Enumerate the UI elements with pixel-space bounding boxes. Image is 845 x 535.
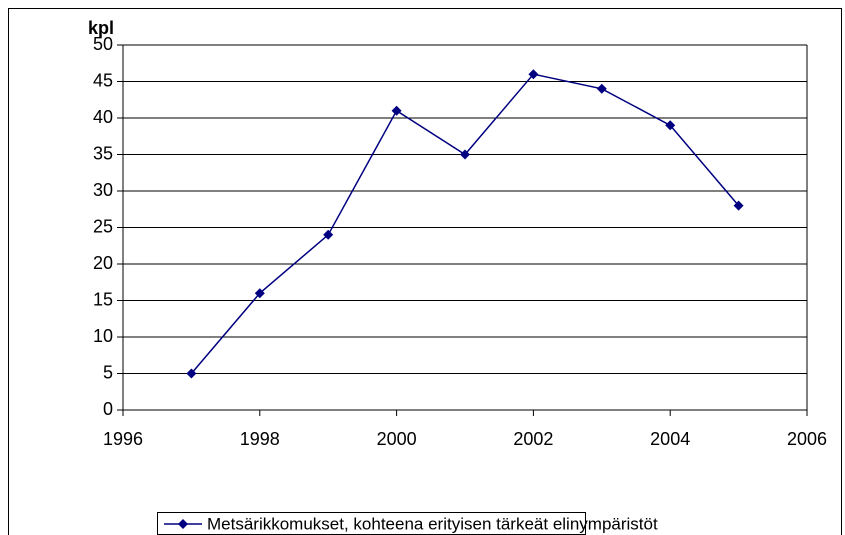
x-tick-label: 1998 [240, 429, 280, 449]
data-point [391, 105, 402, 116]
data-point [323, 229, 334, 240]
data-point [528, 69, 539, 80]
data-point [596, 83, 607, 94]
y-tick-label: 25 [93, 216, 113, 236]
series-line [190, 73, 740, 374]
data-point [665, 120, 676, 131]
x-tick-label: 2002 [513, 429, 553, 449]
y-tick-label: 15 [93, 289, 113, 309]
x-tick-label: 2000 [377, 429, 417, 449]
y-tick-label: 5 [103, 362, 113, 382]
y-tick-label: 40 [93, 107, 113, 127]
data-point [254, 288, 265, 299]
y-tick-label: 0 [103, 399, 113, 419]
x-tick-label: 1996 [103, 429, 143, 449]
x-tick-label: 2006 [787, 429, 827, 449]
chart-frame [8, 8, 842, 535]
y-tick-label: 50 [93, 34, 113, 54]
y-tick-label: 35 [93, 143, 113, 163]
y-tick-label: 10 [93, 326, 113, 346]
y-tick-label: 30 [93, 180, 113, 200]
legend-label: Metsärikkomukset, kohteena erityisen tär… [207, 514, 658, 533]
y-tick-label: 20 [93, 253, 113, 273]
y-axis-label: kpl [88, 18, 114, 38]
legend-marker [178, 519, 188, 529]
data-point [460, 149, 470, 160]
x-tick-label: 2004 [650, 429, 690, 449]
y-tick-label: 45 [93, 70, 113, 90]
data-point [186, 368, 197, 379]
data-point [733, 200, 744, 211]
